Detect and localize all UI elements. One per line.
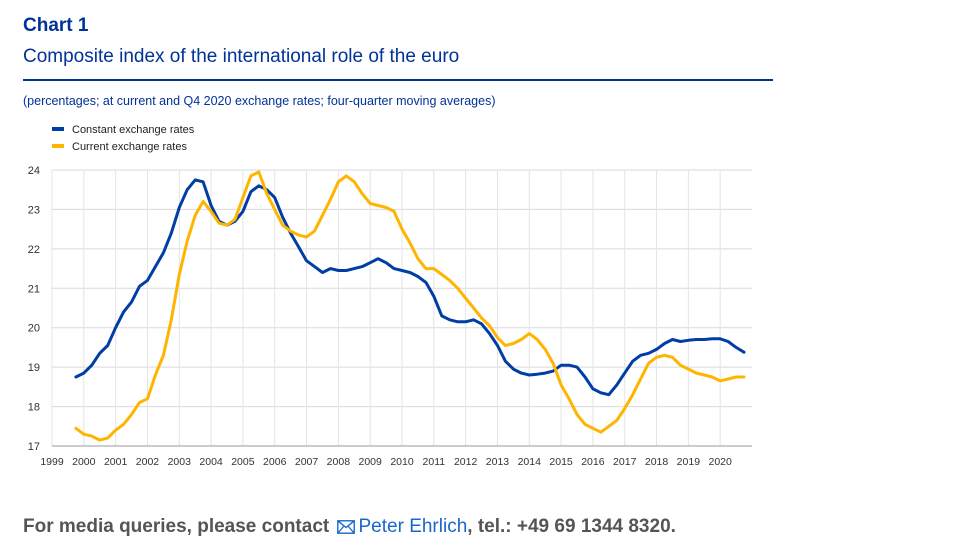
series-line-current — [74, 170, 746, 442]
x-tick-label: 2017 — [613, 456, 637, 468]
chart-number: Chart 1 — [23, 15, 89, 36]
grid-lines — [51, 169, 752, 447]
x-tick-label: 2003 — [168, 456, 192, 468]
y-tick-label: 24 — [28, 165, 40, 177]
chart-subtitle: (percentages; at current and Q4 2020 exc… — [23, 94, 496, 108]
x-tick-label: 2000 — [72, 456, 96, 468]
y-tick-label: 21 — [28, 283, 40, 295]
x-tick-label: 2008 — [327, 456, 351, 468]
media-contact: For media queries, please contact Peter … — [23, 516, 676, 540]
contact-name-link[interactable]: Peter Ehrlich — [358, 516, 468, 537]
x-tick-label: 2018 — [645, 456, 669, 468]
x-tick-label: 2012 — [454, 456, 478, 468]
y-tick-label: 18 — [28, 402, 40, 414]
legend-swatch-current — [52, 144, 64, 148]
mail-icon[interactable] — [336, 518, 355, 540]
y-axis-ticks: 17 18 19 20 21 22 23 24 — [28, 165, 40, 453]
x-tick-label: 2016 — [581, 456, 605, 468]
legend-label-current: Current exchange rates — [72, 141, 187, 153]
series-line-constant — [74, 178, 746, 397]
legend: Constant exchange rates Current exchange … — [52, 124, 195, 153]
x-tick-label: 2010 — [390, 456, 414, 468]
x-tick-label: 2007 — [295, 456, 319, 468]
x-axis-ticks: 1999 2000 2001 2002 2003 2004 2005 2006 2007 2008… — [40, 456, 732, 468]
x-tick-label: 2006 — [263, 456, 287, 468]
x-tick-label: 2005 — [231, 456, 255, 468]
x-tick-label: 2011 — [423, 456, 446, 468]
chart-title: Composite index of the international rol… — [23, 46, 460, 67]
x-tick-label: 1999 — [40, 456, 64, 468]
x-tick-label: 2013 — [486, 456, 510, 468]
x-tick-label: 2015 — [549, 456, 573, 468]
x-tick-label: 2014 — [518, 456, 542, 468]
y-tick-label: 19 — [28, 362, 40, 374]
series-lines — [74, 170, 746, 442]
y-tick-label: 22 — [28, 244, 40, 256]
chart: 17 18 19 20 21 22 23 24 1999 2000 2001 2002 2003 200… — [28, 124, 752, 468]
legend-label-constant: Constant exchange rates — [72, 124, 195, 136]
x-tick-label: 2020 — [709, 456, 733, 468]
x-tick-label: 2004 — [199, 456, 223, 468]
media-contact-phone: , tel.: +49 69 1344 8320. — [467, 516, 676, 537]
legend-swatch-constant — [52, 127, 64, 131]
x-tick-label: 2019 — [677, 456, 701, 468]
y-tick-label: 20 — [28, 323, 40, 335]
x-tick-label: 2002 — [136, 456, 160, 468]
title-divider — [23, 79, 773, 81]
x-tick-label: 2001 — [104, 456, 128, 468]
media-contact-prefix: For media queries, please contact — [23, 516, 330, 537]
x-tick-label: 2009 — [359, 456, 383, 468]
y-tick-label: 23 — [28, 204, 40, 216]
y-tick-label: 17 — [28, 441, 40, 453]
